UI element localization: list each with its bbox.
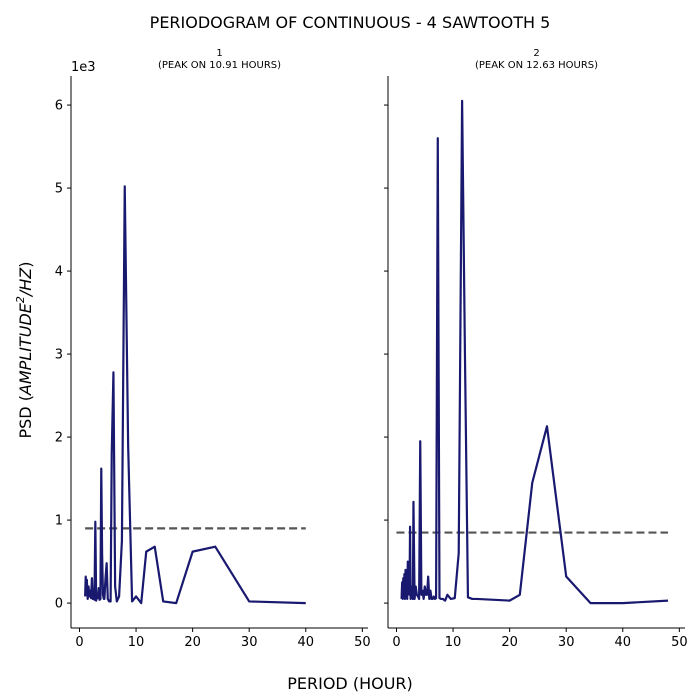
psd-series-line bbox=[400, 99, 669, 605]
x-tick-label: 50 bbox=[354, 635, 371, 650]
y-axis-label: PSD (AMPLITUDE2/HZ) bbox=[14, 261, 35, 438]
y-axis-label-italic-2: /HZ bbox=[16, 267, 35, 298]
y-offset-text: 1e3 bbox=[71, 60, 96, 75]
panel-2: 0 10 20 30 40 50 2(PEAK ON 12.63 HOURS) bbox=[384, 48, 688, 650]
x-tick-label: 20 bbox=[184, 635, 201, 650]
y-axis-label-suffix: ) bbox=[16, 261, 35, 267]
y-axis-label-italic: AMPLITUDE bbox=[16, 302, 35, 396]
y-tick-label: 1 bbox=[55, 514, 63, 529]
y-tick-label: 3 bbox=[55, 348, 63, 363]
x-tick-label: 30 bbox=[241, 635, 258, 650]
x-tick-label: 10 bbox=[445, 635, 462, 650]
psd-series-line bbox=[84, 185, 306, 605]
x-tick-label: 50 bbox=[671, 635, 688, 650]
x-tick-label: 10 bbox=[128, 635, 145, 650]
x-axis-label: PERIOD (HOUR) bbox=[287, 674, 413, 693]
subplot-title-peak: (PEAK ON 10.91 HOURS) bbox=[158, 60, 281, 71]
y-axis-label-superscript: 2 bbox=[14, 296, 27, 303]
y-tick-label: 2 bbox=[55, 431, 63, 446]
y-tick-label: 6 bbox=[55, 99, 63, 114]
y-tick-label: 5 bbox=[55, 182, 63, 197]
y-tick-label: 0 bbox=[55, 597, 63, 612]
x-tick-label: 30 bbox=[558, 635, 575, 650]
subplot-title-peak: (PEAK ON 12.63 HOURS) bbox=[475, 60, 598, 71]
y-tick-label: 4 bbox=[55, 265, 63, 280]
x-tick-label: 0 bbox=[75, 635, 83, 650]
x-tick-label: 40 bbox=[614, 635, 631, 650]
x-tick-label: 20 bbox=[501, 635, 518, 650]
figure-title: PERIODOGRAM OF CONTINUOUS - 4 SAWTOOTH 5 bbox=[150, 13, 551, 32]
x-tick-label: 40 bbox=[297, 635, 314, 650]
y-axis-label-prefix: PSD ( bbox=[16, 395, 35, 438]
subplot-title-number: 2 bbox=[533, 48, 539, 59]
x-tick-label: 0 bbox=[392, 635, 400, 650]
subplot-title-number: 1 bbox=[216, 48, 222, 59]
